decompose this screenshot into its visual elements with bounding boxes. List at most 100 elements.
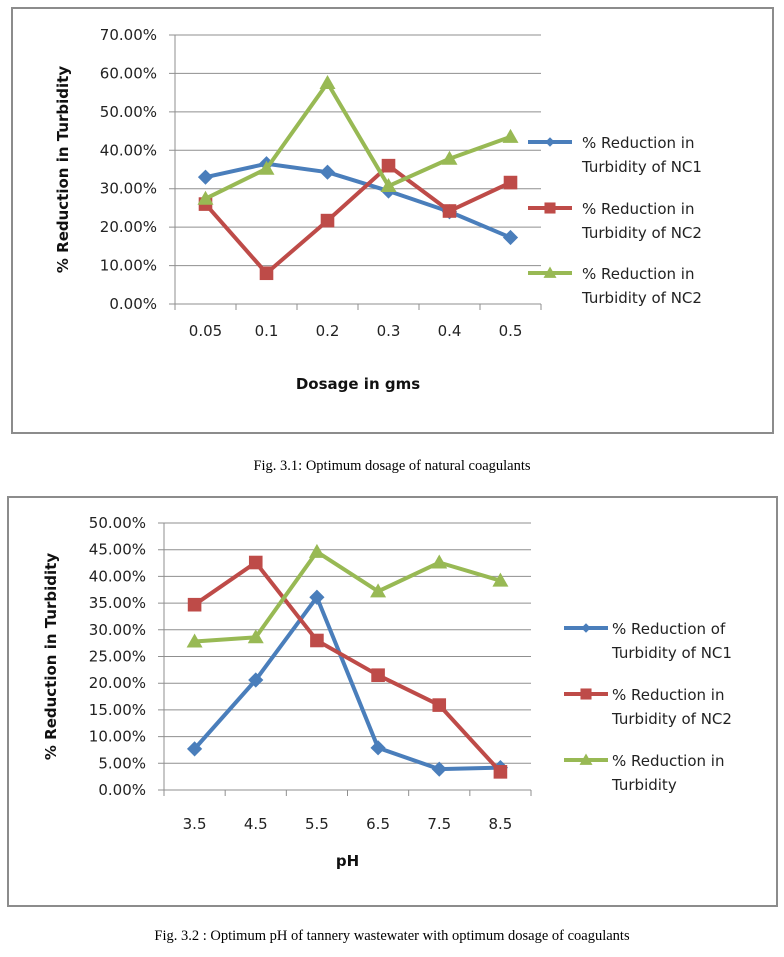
data-point [441, 150, 458, 165]
y-tick-label: 15.00% [89, 701, 146, 719]
data-point [370, 740, 386, 756]
series-line [194, 549, 501, 644]
x-tick-label: 5.5 [305, 815, 329, 833]
legend-label: % Reduction in [612, 686, 724, 704]
data-point [431, 554, 448, 569]
data-point [319, 164, 336, 180]
x-tick-label: 7.5 [427, 815, 451, 833]
series-line [204, 81, 512, 201]
legend-entry: % Reduction in Turbidity of NC1 [528, 134, 702, 176]
y-tick-label: 25.00% [89, 648, 146, 666]
y-tick-label: 70.00% [100, 26, 157, 44]
data-point [258, 160, 275, 175]
legend-marker [581, 623, 591, 633]
data-point [248, 555, 263, 570]
data-point [186, 633, 203, 648]
legend-marker [580, 688, 592, 700]
x-tick-label: 6.5 [366, 815, 390, 833]
data-point [319, 75, 336, 90]
legend-marker [544, 202, 556, 214]
legend-entry: % Reduction in Turbidity of NC2 [528, 200, 702, 242]
data-point [493, 765, 508, 779]
y-tick-label: 20.00% [100, 218, 157, 236]
x-tick-label: 0.1 [255, 322, 279, 340]
series-line [193, 595, 501, 772]
y-tick-label: 40.00% [89, 567, 146, 585]
legend-label: % Reduction in [612, 752, 724, 770]
data-point [248, 672, 264, 688]
data-point [371, 668, 385, 682]
y-axis-title: % Reduction in Turbidity [42, 553, 60, 760]
legend-label: Turbidity of NC1 [611, 644, 732, 662]
y-tick-label: 40.00% [100, 141, 157, 159]
x-axis-title: Dosage in gms [296, 375, 420, 393]
series-line [193, 560, 502, 774]
legend-label: % Reduction in [582, 134, 694, 152]
y-tick-label: 60.00% [100, 64, 157, 82]
y-tick-label: 50.00% [100, 103, 157, 121]
data-point [492, 572, 509, 587]
y-tick-label: 35.00% [89, 594, 146, 612]
y-tick-label: 0.00% [109, 295, 157, 313]
data-point [432, 698, 447, 712]
data-point [502, 128, 519, 143]
legend-label: % Reduction in [582, 200, 694, 218]
y-tick-label: 20.00% [89, 674, 146, 692]
legend-label: Turbidity of NC2 [581, 289, 702, 307]
data-point [370, 583, 387, 598]
data-point [431, 761, 447, 777]
x-tick-label: 4.5 [244, 815, 268, 833]
legend-marker [579, 753, 593, 765]
legend-marker [545, 137, 555, 147]
data-point [197, 190, 214, 205]
legend-entry: % Reduction of Turbidity of NC1 [564, 620, 732, 662]
legend-label: Turbidity of NC1 [581, 158, 702, 176]
x-tick-label: 0.2 [316, 322, 340, 340]
data-point [381, 158, 396, 173]
y-tick-label: 10.00% [89, 728, 146, 746]
data-point [186, 741, 203, 757]
y-tick-label: 5.00% [98, 754, 146, 772]
y-tick-label: 30.00% [89, 621, 146, 639]
data-point [247, 629, 264, 644]
series-2 [187, 555, 508, 779]
legend-label: Turbidity of NC2 [581, 224, 702, 242]
series-1 [186, 589, 509, 777]
data-point [502, 229, 519, 246]
x-tick-label: 0.4 [438, 322, 462, 340]
data-point [310, 633, 324, 648]
data-point [259, 266, 274, 281]
legend-entry: % Reduction in Turbidity of NC2 [564, 686, 732, 728]
data-point [308, 543, 325, 558]
y-tick-label: 10.00% [100, 257, 157, 275]
legend-label: Turbidity [611, 776, 677, 794]
x-tick-label: 3.5 [183, 815, 207, 833]
chart-dosage: 0.00% 10.00% 20.00% 30.00% 40.00% 50.00% 60.00… [54, 26, 702, 393]
data-point [503, 175, 518, 190]
legend-label: % Reduction of [612, 620, 726, 638]
data-point [197, 169, 214, 185]
data-point [309, 589, 325, 605]
data-point [442, 204, 457, 218]
y-tick-label: 50.00% [89, 514, 146, 532]
chart-frame-dosage [11, 7, 774, 434]
y-axis-title: % Reduction in Turbidity [54, 66, 72, 273]
figure-caption-3-2: Fig. 3.2 : Optimum pH of tannery wastewa… [154, 928, 630, 944]
data-point [320, 213, 335, 228]
series-line [205, 161, 512, 240]
y-tick-label: 30.00% [100, 180, 157, 198]
legend-label: Turbidity of NC2 [611, 710, 732, 728]
x-tick-label: 8.5 [488, 815, 512, 833]
legend-label: % Reduction in [582, 265, 694, 283]
y-tick-label: 45.00% [89, 541, 146, 559]
data-point [187, 597, 202, 612]
legend-entry: % Reduction in Turbidity of NC2 [528, 265, 702, 307]
x-tick-label: 0.5 [499, 322, 523, 340]
figure-caption-3-1: Fig. 3.1: Optimum dosage of natural coag… [253, 458, 531, 474]
series-line [203, 163, 512, 276]
x-tick-label: 0.3 [377, 322, 401, 340]
data-point [380, 178, 397, 193]
legend-marker [543, 266, 557, 278]
series-3 [197, 75, 519, 205]
